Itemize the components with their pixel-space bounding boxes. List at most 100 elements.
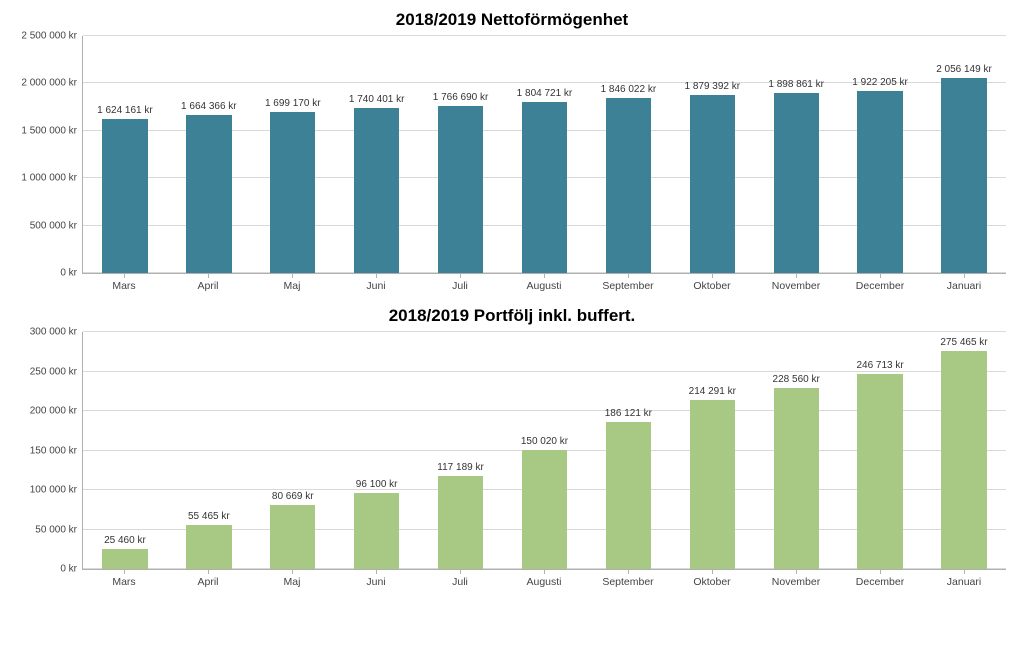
networth-plot-area: 0 kr500 000 kr1 000 000 kr1 500 000 kr2 …: [82, 36, 1006, 274]
networth-xtick-label: Januari: [922, 274, 1006, 292]
portfolio-bar-value-label: 25 460 kr: [104, 535, 146, 546]
portfolio-bar-value-label: 117 189 kr: [437, 462, 484, 473]
portfolio-bar-value-label: 150 020 kr: [521, 436, 568, 447]
portfolio-bar: 96 100 kr: [354, 493, 399, 569]
networth-bar: 1 804 721 kr: [522, 102, 567, 273]
portfolio-bar-value-label: 55 465 kr: [188, 511, 230, 522]
portfolio-bar: 80 669 kr: [270, 505, 315, 569]
portfolio-ytick-label: 50 000 kr: [35, 524, 83, 535]
networth-xtick-label: September: [586, 274, 670, 292]
portfolio-chart: 2018/2019 Portfölj inkl. buffert. 0 kr50…: [12, 306, 1012, 588]
portfolio-chart-title: 2018/2019 Portfölj inkl. buffert.: [12, 306, 1012, 326]
networth-bar-slot: 1 740 401 kr: [335, 36, 419, 273]
portfolio-bar-slot: 80 669 kr: [251, 332, 335, 569]
portfolio-bar-slot: 117 189 kr: [419, 332, 503, 569]
portfolio-xtick-label: Mars: [82, 570, 166, 588]
portfolio-bars-row: 25 460 kr 55 465 kr 80 669 kr 96 100 kr 117 …: [83, 332, 1006, 569]
portfolio-ytick-label: 0 kr: [60, 564, 83, 575]
networth-bar: 1 766 690 kr: [438, 106, 483, 273]
portfolio-bar-value-label: 186 121 kr: [605, 408, 652, 419]
portfolio-bar: 228 560 kr: [774, 388, 819, 569]
networth-bar-value-label: 1 879 392 kr: [684, 81, 740, 92]
portfolio-xtick-label: Augusti: [502, 570, 586, 588]
portfolio-xtick-label: Juni: [334, 570, 418, 588]
networth-chart: 2018/2019 Nettoförmögenhet 0 kr500 000 k…: [12, 10, 1012, 292]
networth-xtick-label: Juli: [418, 274, 502, 292]
portfolio-xaxis: MarsAprilMajJuniJuliAugustiSeptemberOkto…: [82, 570, 1006, 588]
portfolio-bar-slot: 55 465 kr: [167, 332, 251, 569]
portfolio-xtick-label: September: [586, 570, 670, 588]
portfolio-bar: 25 460 kr: [102, 549, 147, 569]
networth-bar: 1 664 366 kr: [186, 115, 231, 273]
networth-bar-slot: 1 664 366 kr: [167, 36, 251, 273]
networth-bar-slot: 1 846 022 kr: [586, 36, 670, 273]
portfolio-bar-value-label: 228 560 kr: [773, 374, 820, 385]
networth-bar: 1 740 401 kr: [354, 108, 399, 273]
portfolio-bar-value-label: 80 669 kr: [272, 491, 314, 502]
portfolio-bar-slot: 25 460 kr: [83, 332, 167, 569]
networth-bar-slot: 1 766 690 kr: [419, 36, 503, 273]
portfolio-bar: 55 465 kr: [186, 525, 231, 569]
networth-ytick-label: 2 500 000 kr: [21, 31, 83, 42]
networth-xtick-label: Mars: [82, 274, 166, 292]
networth-chart-title: 2018/2019 Nettoförmögenhet: [12, 10, 1012, 30]
networth-bars-row: 1 624 161 kr 1 664 366 kr 1 699 170 kr 1 74…: [83, 36, 1006, 273]
networth-xtick-label: December: [838, 274, 922, 292]
portfolio-bar-value-label: 96 100 kr: [356, 479, 398, 490]
portfolio-bar-value-label: 275 465 kr: [940, 337, 987, 348]
portfolio-bar: 150 020 kr: [522, 450, 567, 569]
portfolio-ytick-label: 150 000 kr: [30, 445, 83, 456]
portfolio-bar: 117 189 kr: [438, 476, 483, 569]
networth-bar: 1 879 392 kr: [690, 95, 735, 273]
portfolio-ytick-label: 200 000 kr: [30, 406, 83, 417]
networth-bar-value-label: 1 922 205 kr: [852, 77, 908, 88]
networth-bar: 1 846 022 kr: [606, 98, 651, 273]
networth-bar-value-label: 1 740 401 kr: [349, 94, 405, 105]
portfolio-bar: 275 465 kr: [941, 351, 986, 569]
portfolio-bar-slot: 186 121 kr: [586, 332, 670, 569]
portfolio-ytick-label: 300 000 kr: [30, 327, 83, 338]
portfolio-bar-slot: 246 713 kr: [838, 332, 922, 569]
portfolio-bar: 246 713 kr: [857, 374, 902, 569]
networth-bar: 1 898 861 kr: [774, 93, 819, 273]
networth-bar-value-label: 1 699 170 kr: [265, 98, 321, 109]
portfolio-bar-value-label: 246 713 kr: [856, 360, 903, 371]
portfolio-xtick-label: November: [754, 570, 838, 588]
networth-ytick-label: 500 000 kr: [30, 220, 83, 231]
portfolio-bar-slot: 228 560 kr: [754, 332, 838, 569]
networth-bar-value-label: 1 898 861 kr: [768, 79, 824, 90]
networth-ytick-label: 2 000 000 kr: [21, 78, 83, 89]
networth-xtick-label: Oktober: [670, 274, 754, 292]
networth-bar-value-label: 1 846 022 kr: [601, 84, 657, 95]
networth-xtick-label: November: [754, 274, 838, 292]
networth-bar-slot: 1 699 170 kr: [251, 36, 335, 273]
portfolio-bar-slot: 275 465 kr: [922, 332, 1006, 569]
networth-ytick-label: 0 kr: [60, 268, 83, 279]
portfolio-xtick-label: December: [838, 570, 922, 588]
networth-bar-slot: 1 898 861 kr: [754, 36, 838, 273]
portfolio-xtick-label: Oktober: [670, 570, 754, 588]
portfolio-xtick-label: April: [166, 570, 250, 588]
portfolio-ytick-label: 250 000 kr: [30, 366, 83, 377]
networth-ytick-label: 1 000 000 kr: [21, 173, 83, 184]
networth-bar-value-label: 1 766 690 kr: [433, 92, 489, 103]
networth-bar-value-label: 2 056 149 kr: [936, 64, 992, 75]
networth-bar-value-label: 1 664 366 kr: [181, 101, 237, 112]
networth-xaxis: MarsAprilMajJuniJuliAugustiSeptemberOkto…: [82, 274, 1006, 292]
portfolio-bar-slot: 214 291 kr: [670, 332, 754, 569]
portfolio-bar-slot: 96 100 kr: [335, 332, 419, 569]
networth-bar-value-label: 1 624 161 kr: [97, 105, 153, 116]
networth-xtick-label: April: [166, 274, 250, 292]
networth-xtick-label: Maj: [250, 274, 334, 292]
portfolio-bar: 214 291 kr: [690, 400, 735, 569]
networth-bar-slot: 1 624 161 kr: [83, 36, 167, 273]
portfolio-bar: 186 121 kr: [606, 422, 651, 569]
portfolio-plot-area: 0 kr50 000 kr100 000 kr150 000 kr200 000…: [82, 332, 1006, 570]
portfolio-ytick-label: 100 000 kr: [30, 485, 83, 496]
networth-bar: 1 624 161 kr: [102, 119, 147, 273]
networth-xtick-label: Augusti: [502, 274, 586, 292]
networth-xtick-label: Juni: [334, 274, 418, 292]
portfolio-bar-value-label: 214 291 kr: [689, 386, 736, 397]
networth-bar-value-label: 1 804 721 kr: [517, 88, 573, 99]
portfolio-xtick-label: Juli: [418, 570, 502, 588]
